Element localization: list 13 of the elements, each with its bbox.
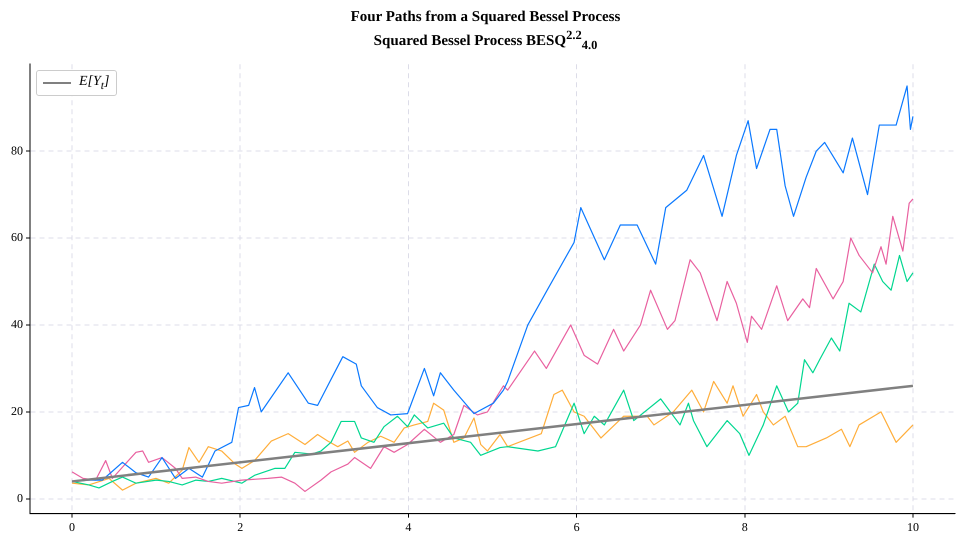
y-tick-label: 0 (17, 490, 23, 505)
y-tick-label: 60 (11, 230, 23, 244)
x-tick-label: 0 (69, 520, 76, 534)
legend-label: E[Y$_{t}$] (79, 74, 110, 92)
x-tick-label: 4 (405, 520, 412, 534)
chart-title: Four Paths from a Squared Bessel Process (350, 8, 622, 26)
y-tick-label: 80 (11, 143, 23, 158)
y-tick-label: 20 (11, 404, 23, 418)
x-tick-label: 6 (574, 520, 580, 534)
x-tick-label: 2 (237, 520, 244, 534)
x-tick-label: 10 (906, 520, 919, 534)
y-tick-label: 40 (11, 317, 23, 332)
x-tick-label: 8 (742, 520, 748, 534)
